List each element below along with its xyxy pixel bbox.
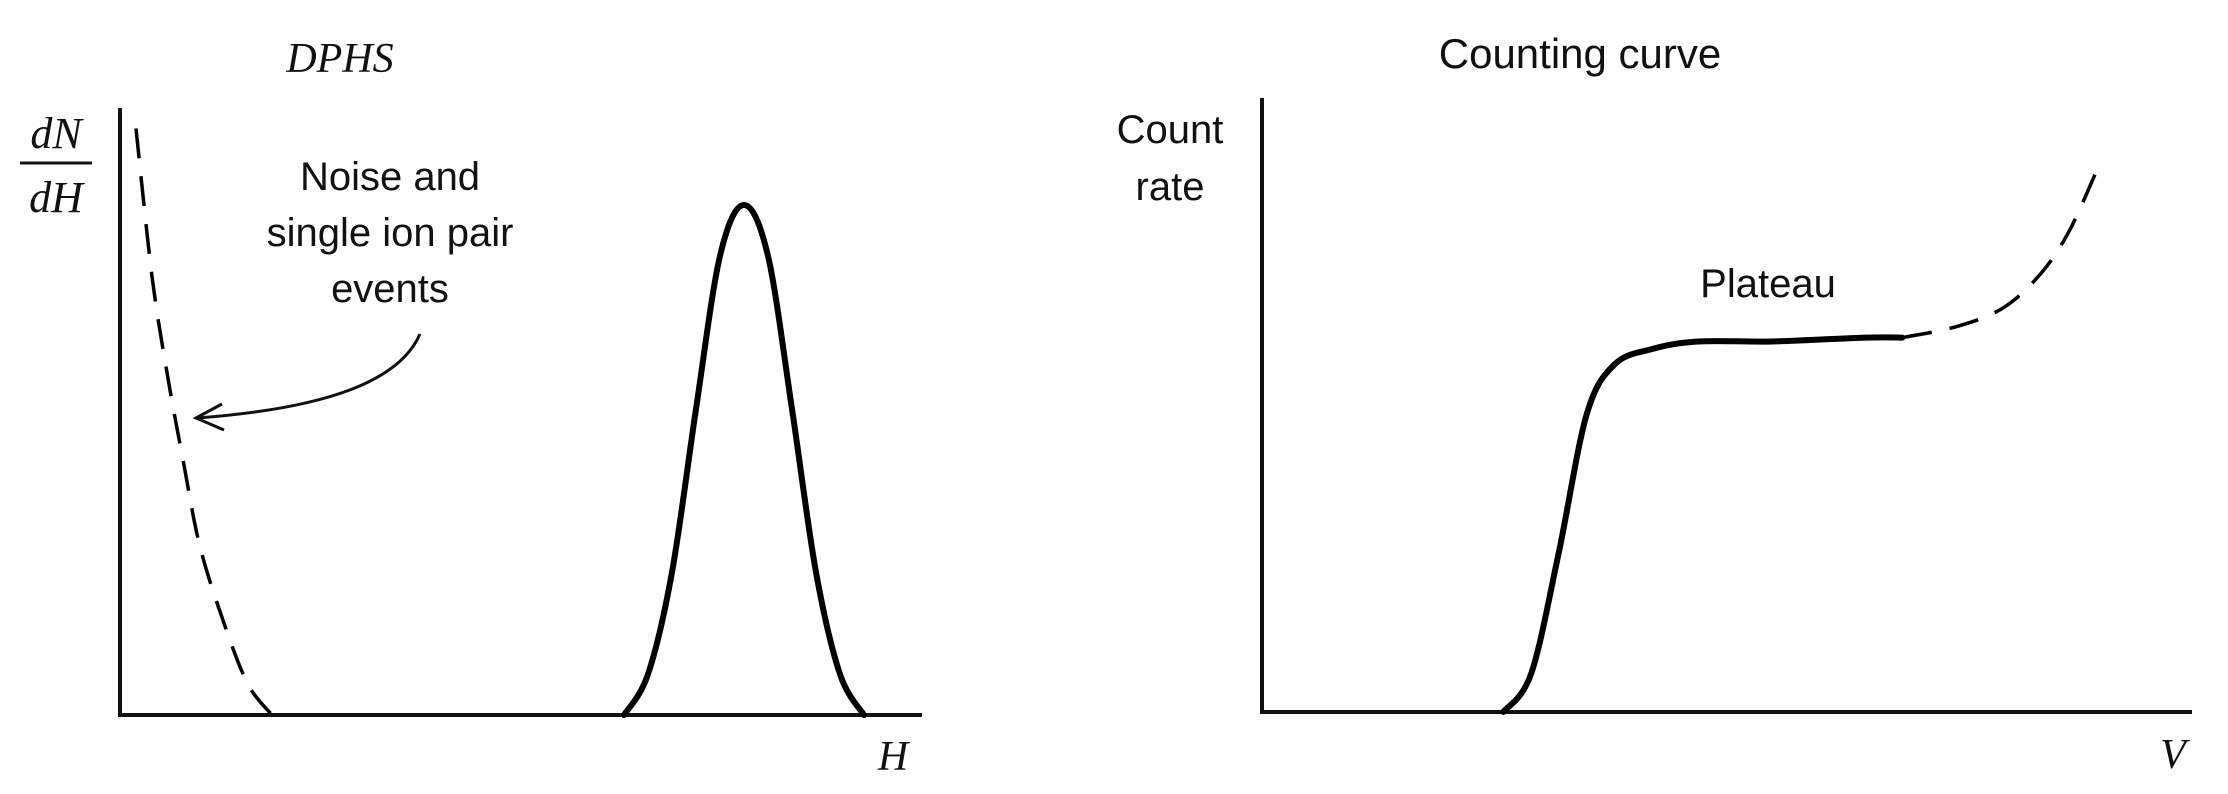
dphs-noise-curve: [134, 128, 274, 717]
dphs-panel: DPHS dN dH H Noise and single ion pair e…: [20, 36, 922, 780]
counting-title: Counting curve: [1439, 30, 1722, 77]
dphs-x-label: H: [877, 734, 911, 780]
annotation-line-3: events: [331, 267, 449, 311]
dphs-peak-curve: [621, 202, 867, 718]
dphs-y-label-numerator: dN: [30, 109, 84, 158]
counting-rise-plateau-curve: [1500, 334, 1906, 715]
annotation-line-1: Noise and: [300, 155, 480, 199]
annotation-arrowhead: [192, 402, 225, 432]
counting-curve-panel: Counting curve Count rate V Plateau: [1117, 30, 2192, 778]
dphs-title: DPHS: [285, 36, 393, 82]
counting-y-label-line-2: rate: [1136, 165, 1205, 209]
counting-x-label: V: [2160, 732, 2190, 778]
annotation-line-2: single ion pair: [267, 211, 514, 255]
plateau-label: Plateau: [1700, 262, 1836, 306]
counting-axes: [1260, 98, 2192, 714]
counting-discharge-curve: [1901, 168, 2099, 340]
annotation-arrow: [197, 333, 422, 420]
counting-y-label-line-1: Count: [1117, 108, 1224, 152]
dphs-y-label-denominator: dH: [29, 173, 85, 222]
dphs-axes: [118, 108, 922, 717]
dphs-annotation: Noise and single ion pair events: [192, 155, 514, 432]
